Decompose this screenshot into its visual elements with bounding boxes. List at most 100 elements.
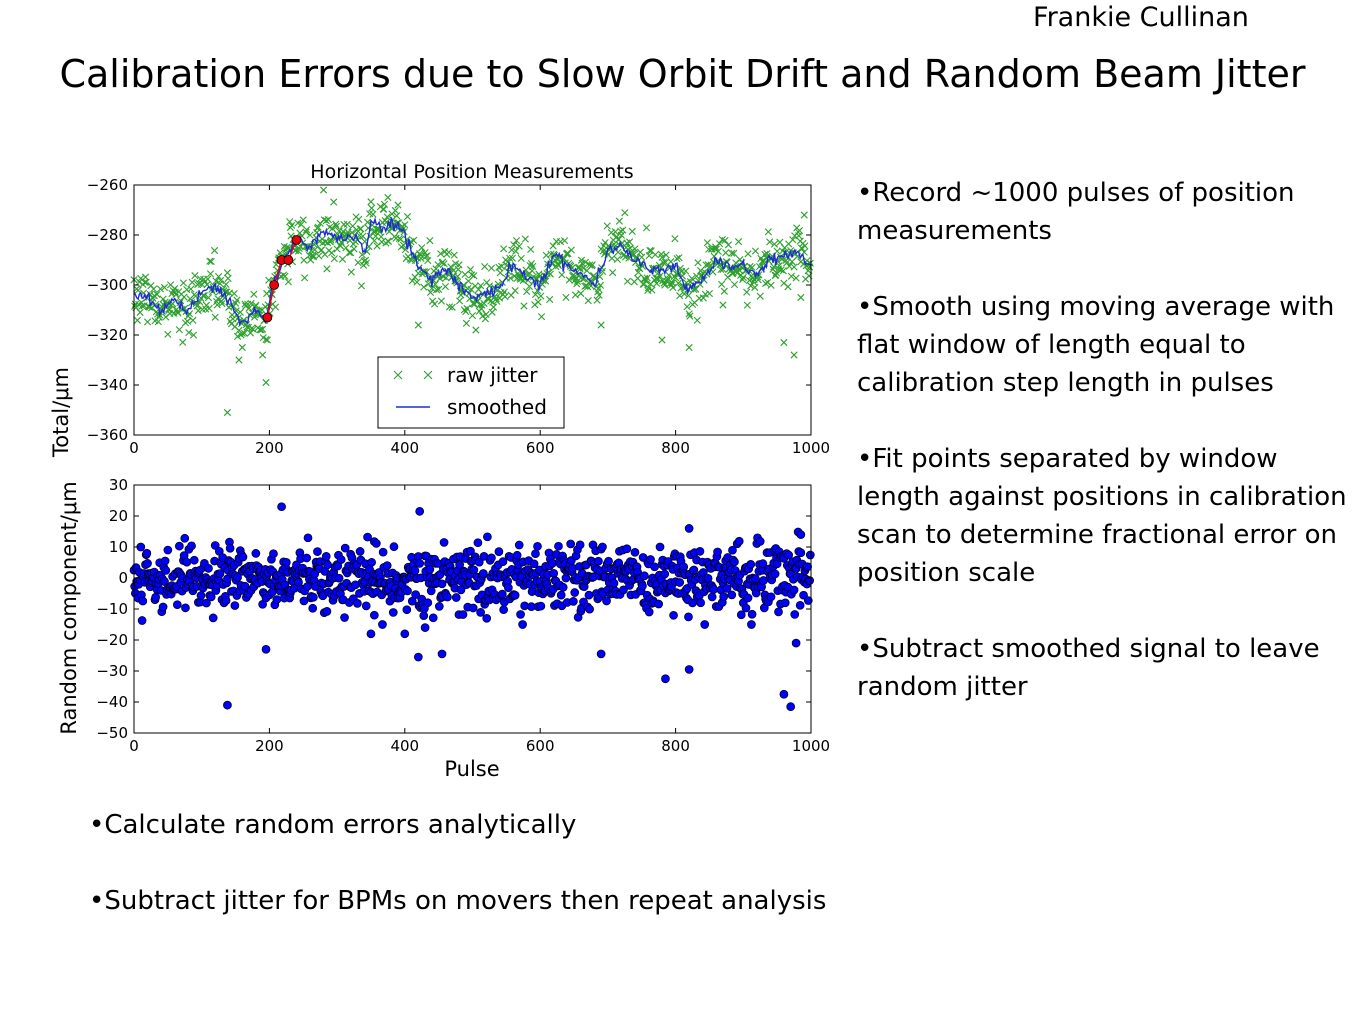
random-component-point (415, 507, 425, 516)
raw-jitter-point (256, 326, 264, 334)
raw-jitter-point (744, 250, 752, 258)
raw-jitter-point (674, 279, 682, 287)
random-component-point (770, 569, 780, 579)
raw-jitter-point (324, 215, 332, 224)
raw-jitter-point (250, 313, 259, 321)
raw-jitter-point (363, 248, 371, 256)
raw-jitter-point (662, 251, 670, 259)
legend-raw-jitter-label: raw jitter (447, 363, 538, 387)
raw-jitter-point (688, 274, 696, 283)
raw-jitter-point (692, 285, 700, 293)
raw-jitter-point (579, 275, 587, 283)
raw-jitter-point (748, 263, 756, 272)
random-component-point (336, 555, 346, 564)
raw-jitter-point (594, 285, 603, 293)
random-component-point (466, 546, 475, 556)
random-component-point (727, 590, 737, 600)
random-component-point (425, 565, 435, 574)
raw-jitter-point (286, 218, 294, 226)
random-component-point (499, 605, 508, 615)
raw-jitter-point (683, 303, 691, 311)
raw-jitter-point (160, 283, 169, 292)
raw-jitter-point (617, 231, 626, 239)
raw-jitter-point (573, 277, 582, 286)
y-tick-label: −260 (87, 176, 128, 194)
bullet-item: Fit points separated by window length ag… (857, 440, 1352, 592)
raw-jitter-point (345, 248, 353, 257)
bullet-item: Record ~1000 pulses of position measurem… (857, 174, 1352, 250)
raw-jitter-point (193, 302, 201, 310)
random-component-points (129, 502, 815, 712)
raw-jitter-point (255, 306, 263, 315)
raw-jitter-point (512, 247, 520, 255)
random-component-point (630, 547, 640, 557)
raw-jitter-point (323, 265, 331, 273)
random-component-point (419, 611, 429, 621)
raw-jitter-point (156, 285, 164, 293)
fit-point (269, 280, 280, 290)
random-component-point (556, 590, 566, 600)
raw-jitter-point (631, 245, 639, 253)
top-y-axis-label: Total/μm (49, 367, 73, 458)
random-component-point (796, 548, 806, 558)
raw-jitter-point (343, 220, 351, 228)
raw-jitter-point (673, 254, 681, 263)
random-component-point (413, 652, 423, 662)
raw-jitter-point (472, 326, 480, 334)
fit-point (291, 235, 302, 245)
raw-jitter-point (426, 288, 435, 296)
raw-jitter-point (262, 378, 270, 387)
raw-jitter-point (686, 312, 694, 320)
raw-jitter-point (383, 213, 391, 221)
random-component-point (695, 547, 705, 556)
raw-jitter-point (721, 236, 729, 244)
top-axis-ticks: 0 200 400 600 800 1000 −260 −280 −300 −320 −340 −36… (87, 176, 830, 457)
raw-jitter-point (719, 301, 727, 309)
raw-jitter-point (355, 215, 363, 223)
random-component-point (443, 592, 452, 602)
random-component-point (644, 607, 654, 617)
random-component-point (655, 542, 665, 552)
raw-jitter-point (764, 228, 772, 236)
random-component-point (575, 540, 585, 550)
raw-jitter-point (780, 338, 788, 347)
random-component-point (403, 586, 412, 596)
random-component-point (366, 629, 376, 639)
raw-jitter-point (441, 283, 450, 291)
raw-jitter-point (210, 246, 219, 255)
random-component-point (728, 545, 737, 555)
raw-jitter-point (434, 260, 442, 269)
raw-jitter-point (418, 244, 426, 252)
raw-jitter-point (328, 249, 336, 257)
raw-jitter-point (512, 236, 521, 245)
raw-jitter-point (506, 254, 514, 262)
raw-jitter-point (288, 221, 296, 230)
horizontal-position-chart: 0 200 400 600 800 1000 −260 −280 −300 −320 −340 −36… (49, 161, 830, 458)
raw-jitter-point (705, 290, 714, 298)
raw-jitter-point (414, 321, 422, 329)
random-component-point (423, 598, 433, 608)
random-component-point (182, 557, 192, 567)
raw-jitter-point (206, 270, 215, 278)
raw-jitter-point (792, 274, 800, 282)
raw-jitter-point (185, 328, 193, 337)
raw-jitter-point (534, 298, 542, 306)
raw-jitter-point (378, 238, 386, 246)
random-component-point (308, 603, 318, 613)
raw-jitter-point (350, 245, 358, 253)
top-plot-frame (133, 184, 812, 436)
random-component-point (251, 549, 261, 558)
raw-jitter-point (531, 290, 540, 299)
raw-jitter-point (393, 212, 401, 220)
y-tick-label: −360 (87, 426, 128, 444)
random-component-point (730, 557, 739, 567)
random-component-point (151, 592, 161, 602)
raw-jitter-point (466, 266, 475, 274)
bullet-item: Subtract smoothed signal to leave random… (857, 630, 1352, 706)
fit-point (283, 255, 294, 265)
raw-jitter-point (770, 240, 779, 248)
raw-jitter-point (806, 259, 814, 267)
raw-jitter-point (424, 256, 432, 265)
random-component-point (609, 578, 619, 588)
random-component-point (482, 613, 492, 623)
